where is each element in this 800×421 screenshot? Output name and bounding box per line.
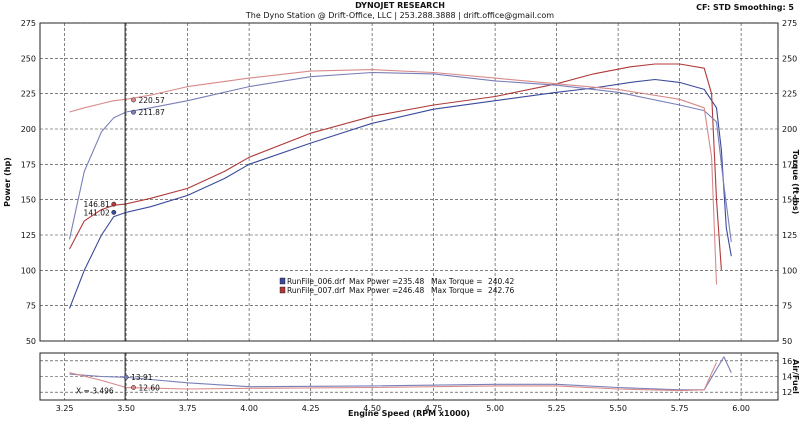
x-tick-label: 3.25 bbox=[56, 404, 74, 413]
y-tick-label-right: 175 bbox=[782, 160, 797, 169]
afr-cursor-value-label: 12.60 bbox=[138, 383, 160, 392]
y-tick-label-right: 225 bbox=[782, 90, 797, 99]
x-tick-label: 3.75 bbox=[179, 404, 197, 413]
x-tick-label: 4.50 bbox=[363, 404, 381, 413]
cursor-value-marker bbox=[131, 97, 136, 103]
afr-cursor-marker bbox=[131, 385, 136, 390]
cursor-value-marker bbox=[111, 201, 117, 207]
afr-axis-label: Air/Fuel bbox=[791, 359, 800, 394]
legend: RunFile_006.drf Max Power = 235.48 Max Torq… bbox=[279, 277, 514, 295]
afr-cursor-marker bbox=[123, 374, 129, 380]
x-tick-label: 4.75 bbox=[425, 404, 443, 413]
x-tick-label: 6.00 bbox=[732, 404, 750, 413]
legend-max-power-label: Max Power = bbox=[349, 286, 398, 295]
y-tick-label-right: 75 bbox=[782, 302, 792, 311]
legend-max-torque-label: Max Torque = bbox=[431, 286, 483, 295]
legend-swatch bbox=[279, 286, 286, 294]
legend-max-torque-label: Max Torque = bbox=[431, 277, 483, 286]
y-tick-label-right: 50 bbox=[782, 337, 792, 346]
y-tick-label-left: 100 bbox=[21, 266, 36, 275]
afr-tick-label: 14 bbox=[782, 373, 792, 382]
y-tick-label-right: 125 bbox=[782, 231, 797, 240]
x-tick-label: 5.75 bbox=[671, 404, 689, 413]
legend-file: RunFile_007.drf bbox=[287, 286, 345, 295]
y-axis-label-right: Torque (ft-lbs) bbox=[791, 150, 800, 215]
cursor-x-readout: X = 3.496 bbox=[76, 387, 114, 396]
y-tick-label-left: 150 bbox=[21, 196, 36, 205]
y-tick-label-right: 200 bbox=[782, 125, 797, 134]
correction-factor-info: CF: STD Smoothing: 5 bbox=[696, 3, 794, 12]
y-tick-label-left: 75 bbox=[26, 302, 36, 311]
legend-max-power: 235.48 bbox=[398, 277, 424, 286]
chart-subtitle: The Dyno Station @ Drift-Office, LLC | 2… bbox=[245, 11, 555, 20]
legend-max-torque: 242.76 bbox=[488, 286, 514, 295]
afr-cursor-value-label: 13.91 bbox=[131, 373, 153, 382]
y-tick-label-left: 200 bbox=[21, 125, 36, 134]
cursor-value-label: 220.57 bbox=[138, 96, 164, 105]
legend-file: RunFile_006.drf bbox=[287, 277, 345, 286]
main-plot-frame bbox=[39, 22, 779, 342]
y-tick-label-right: 250 bbox=[782, 54, 797, 63]
power-line-run-0 bbox=[68, 78, 732, 309]
afr-tick-label: 12 bbox=[782, 388, 792, 397]
y-tick-label-left: 175 bbox=[21, 160, 36, 169]
y-tick-label-left: 275 bbox=[21, 19, 36, 28]
power-line-run-1 bbox=[69, 63, 722, 271]
x-axis-label: Engine Speed (RPM x1000) bbox=[348, 409, 470, 418]
cursor-value-label: 211.87 bbox=[138, 108, 164, 117]
legend-max-power: 246.48 bbox=[398, 286, 424, 295]
y-tick-label-right: 150 bbox=[782, 196, 797, 205]
x-tick-label: 3.50 bbox=[117, 404, 135, 413]
cursor-value-label: 146.81 bbox=[84, 200, 110, 209]
y-tick-label-left: 125 bbox=[21, 231, 36, 240]
y-axis-label-left: Power (hp) bbox=[3, 157, 12, 207]
x-tick-label: 5.25 bbox=[548, 404, 566, 413]
legend-swatch bbox=[279, 277, 286, 285]
afr-tick-label: 16 bbox=[782, 357, 792, 366]
cursor-value-marker bbox=[111, 209, 117, 215]
y-tick-label-left: 250 bbox=[21, 54, 36, 63]
y-tick-label-left: 50 bbox=[26, 337, 36, 346]
chart-title: DYNOJET RESEARCH bbox=[355, 1, 445, 10]
x-tick-label: 4.00 bbox=[240, 404, 258, 413]
legend-max-power-label: Max Power = bbox=[349, 277, 398, 286]
cursor-value-marker bbox=[131, 109, 136, 115]
torque-line-run-1 bbox=[69, 69, 718, 285]
cursor-value-label: 141.02 bbox=[84, 208, 110, 217]
grid-lines bbox=[40, 22, 778, 400]
legend-max-torque: 240.42 bbox=[488, 277, 514, 286]
x-tick-label: 5.00 bbox=[486, 404, 504, 413]
x-tick-label: 4.25 bbox=[302, 404, 320, 413]
y-tick-label-left: 225 bbox=[21, 90, 36, 99]
y-tick-label-right: 100 bbox=[782, 266, 797, 275]
y-tick-label-right: 275 bbox=[782, 19, 797, 28]
afr-line-run-1 bbox=[69, 362, 718, 392]
x-tick-label: 5.50 bbox=[609, 404, 627, 413]
